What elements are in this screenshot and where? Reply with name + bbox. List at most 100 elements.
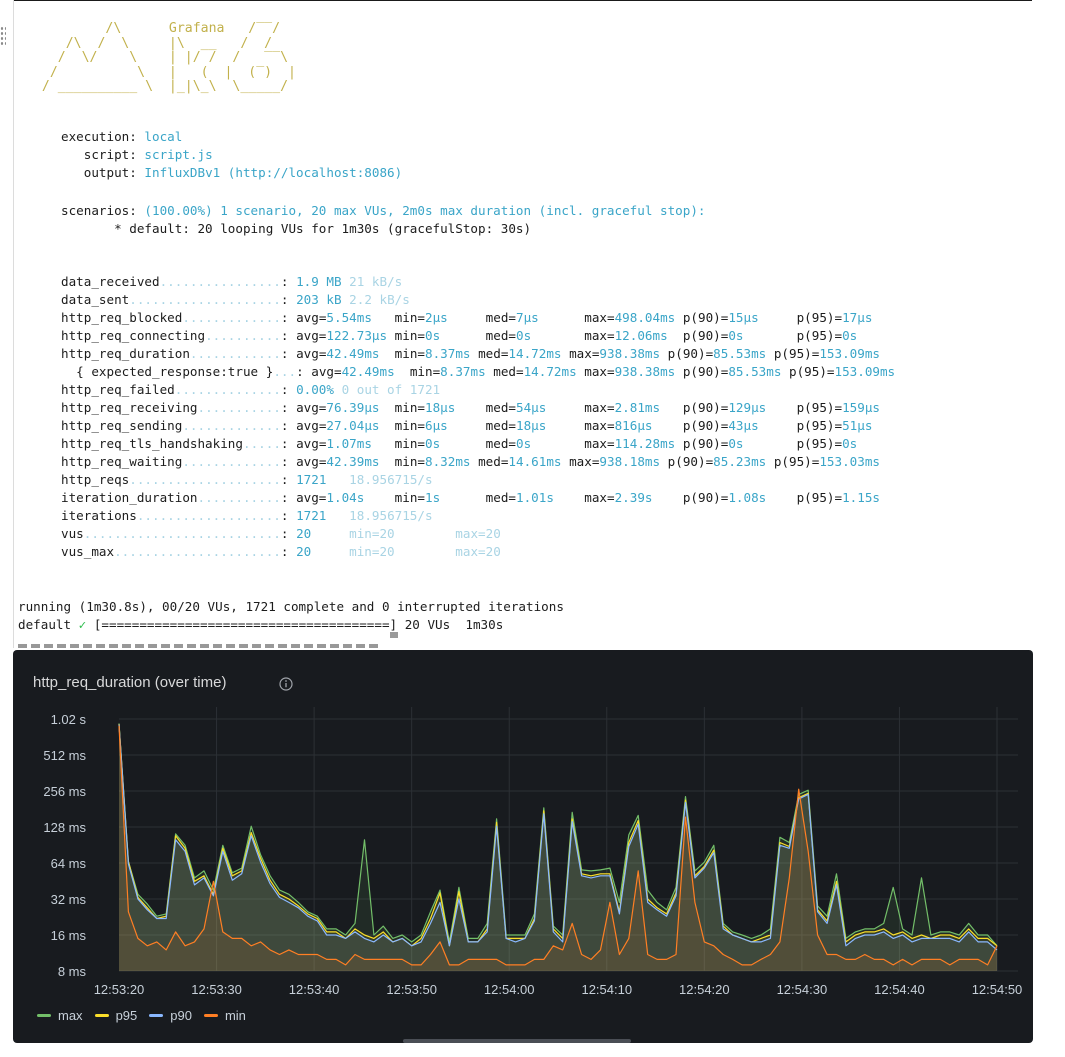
metric-dots: ............. xyxy=(182,418,281,433)
metric-value: p(90)= xyxy=(675,436,729,451)
y-tick-label: 32 ms xyxy=(51,892,87,907)
option-label: script: xyxy=(61,147,145,162)
legend-swatch xyxy=(37,1014,51,1017)
metric-value: p(95)= xyxy=(758,310,843,325)
metric-name: iteration_duration xyxy=(61,490,198,505)
metric-value: 20 xyxy=(296,526,312,541)
legend-item-p95[interactable]: p95 xyxy=(94,1008,137,1023)
metric-value: 1721 xyxy=(296,508,327,523)
metric-value: med= xyxy=(447,310,516,325)
option-value: local xyxy=(144,129,183,144)
clipped-output-line xyxy=(18,644,378,648)
legend-label: max xyxy=(58,1008,83,1023)
metric-value: min=20 xyxy=(311,544,395,559)
panel-title[interactable]: http_req_duration (over time) xyxy=(33,674,227,691)
metric-value: min= xyxy=(387,328,425,343)
metric-dots: .......... xyxy=(205,328,281,343)
metric-value: 1s xyxy=(425,490,441,505)
x-tick-label: 12:54:40 xyxy=(874,982,925,997)
metric-value: max= xyxy=(561,454,600,469)
metric-name: http_req_connecting xyxy=(61,328,206,343)
metric-value: max=20 xyxy=(394,526,501,541)
metric-value: med= xyxy=(440,328,516,343)
metric-value: 1.9 MB xyxy=(296,274,342,289)
metric-value: 85.53ms xyxy=(728,364,782,379)
metric-dots: .................... xyxy=(129,472,281,487)
panel-scrollbar[interactable] xyxy=(403,1039,631,1043)
x-tick-label: 12:54:00 xyxy=(484,982,535,997)
metric-value: med= xyxy=(470,454,509,469)
metric-name: data_received xyxy=(61,274,160,289)
scenarios-label: scenarios: xyxy=(61,203,145,218)
metric-value: 938.18ms xyxy=(599,454,661,469)
metric-value: 153.09ms xyxy=(834,364,896,379)
duration-chart[interactable]: 1.02 s 512 ms 256 ms 128 ms 64 ms 32 ms 16 ms 8… xyxy=(13,650,1033,1043)
metric-value: 17µs xyxy=(842,310,873,325)
metric-value: max=20 xyxy=(394,544,501,559)
metric-dots: ............. xyxy=(182,310,281,325)
info-circle-icon[interactable] xyxy=(279,677,293,691)
terminal-output: /\ Grafana /‾‾/ /\ / \ |\ __ / / / \/ \ … xyxy=(0,0,1032,648)
metric-value: min= xyxy=(379,400,425,415)
metric-value: 42.49ms xyxy=(326,346,380,361)
y-tick-label: 64 ms xyxy=(51,856,87,871)
y-tick-label: 512 ms xyxy=(43,748,86,763)
metric-value: p(90)= xyxy=(660,400,729,415)
metric-name: vus xyxy=(61,526,84,541)
metric-value: min= xyxy=(379,418,425,433)
metric-value: 20 xyxy=(296,544,312,559)
metric-value: med= xyxy=(485,364,524,379)
metric-value: 18µs xyxy=(516,418,547,433)
metric-value: 5.54ms xyxy=(326,310,372,325)
y-tick-label: 8 ms xyxy=(58,964,87,979)
metric-value: 18.956715/s xyxy=(326,472,433,487)
metric-value: avg= xyxy=(296,454,327,469)
series-line-p95 xyxy=(118,723,998,947)
legend-swatch xyxy=(203,1014,218,1017)
chart-legend: max p95 p90 min xyxy=(37,1008,258,1023)
metric-dots: ... xyxy=(273,364,297,379)
metric-value: 8.37ms xyxy=(425,346,471,361)
metric-value: 42.39ms xyxy=(326,454,380,469)
metric-value: max= xyxy=(546,418,615,433)
series-line-max xyxy=(118,723,998,947)
metric-value: 12.06ms xyxy=(614,328,668,343)
metric-value: 14.61ms xyxy=(508,454,562,469)
metric-value: p(90)= xyxy=(652,490,729,505)
grafana-panel[interactable]: http_req_duration (over time) 1.02 s 512 … xyxy=(13,650,1033,1043)
metric-value: 129µs xyxy=(728,400,767,415)
metric-value: max= xyxy=(576,364,615,379)
metric-value: med= xyxy=(440,490,516,505)
metric-colon: : xyxy=(280,310,297,325)
legend-swatch xyxy=(94,1014,109,1017)
metric-value: avg= xyxy=(296,310,327,325)
metric-name: http_req_receiving xyxy=(61,400,198,415)
metric-value: p(95)= xyxy=(743,436,843,451)
legend-item-p90[interactable]: p90 xyxy=(149,1008,192,1023)
scenarios-summary: scenarios: (100.00%) 1 scenario, 20 max … xyxy=(61,202,705,238)
legend-item-max[interactable]: max xyxy=(37,1008,83,1023)
drag-handle-icon[interactable] xyxy=(0,26,6,46)
metric-value: 498.04ms xyxy=(614,310,676,325)
metric-colon: : xyxy=(280,472,297,487)
metric-name: { expected_response:true } xyxy=(61,364,274,379)
y-tick-label: 256 ms xyxy=(43,784,86,799)
metric-value: 42.49ms xyxy=(341,364,395,379)
metric-value: max= xyxy=(553,490,615,505)
option-label: execution: xyxy=(61,129,145,144)
run-status: running (1m30.8s), 00/20 VUs, 1721 compl… xyxy=(18,598,564,634)
legend-item-min[interactable]: min xyxy=(203,1008,246,1023)
y-tick-label: 1.02 s xyxy=(51,712,87,727)
check-icon: ✓ xyxy=(78,617,87,632)
running-line: running (1m30.8s), 00/20 VUs, 1721 compl… xyxy=(18,599,564,614)
metric-value: 2.39s xyxy=(614,490,653,505)
metric-value: min=20 xyxy=(311,526,395,541)
series-line-p90 xyxy=(118,724,998,951)
metric-colon: : xyxy=(280,544,297,559)
metric-value: max= xyxy=(538,310,615,325)
option-value: InfluxDBv1 (http://localhost:8086) xyxy=(144,165,403,180)
metric-colon: : xyxy=(280,400,297,415)
metric-name: data_sent xyxy=(61,292,130,307)
x-tick-label: 12:54:10 xyxy=(581,982,632,997)
metric-dots: .............. xyxy=(174,382,281,397)
